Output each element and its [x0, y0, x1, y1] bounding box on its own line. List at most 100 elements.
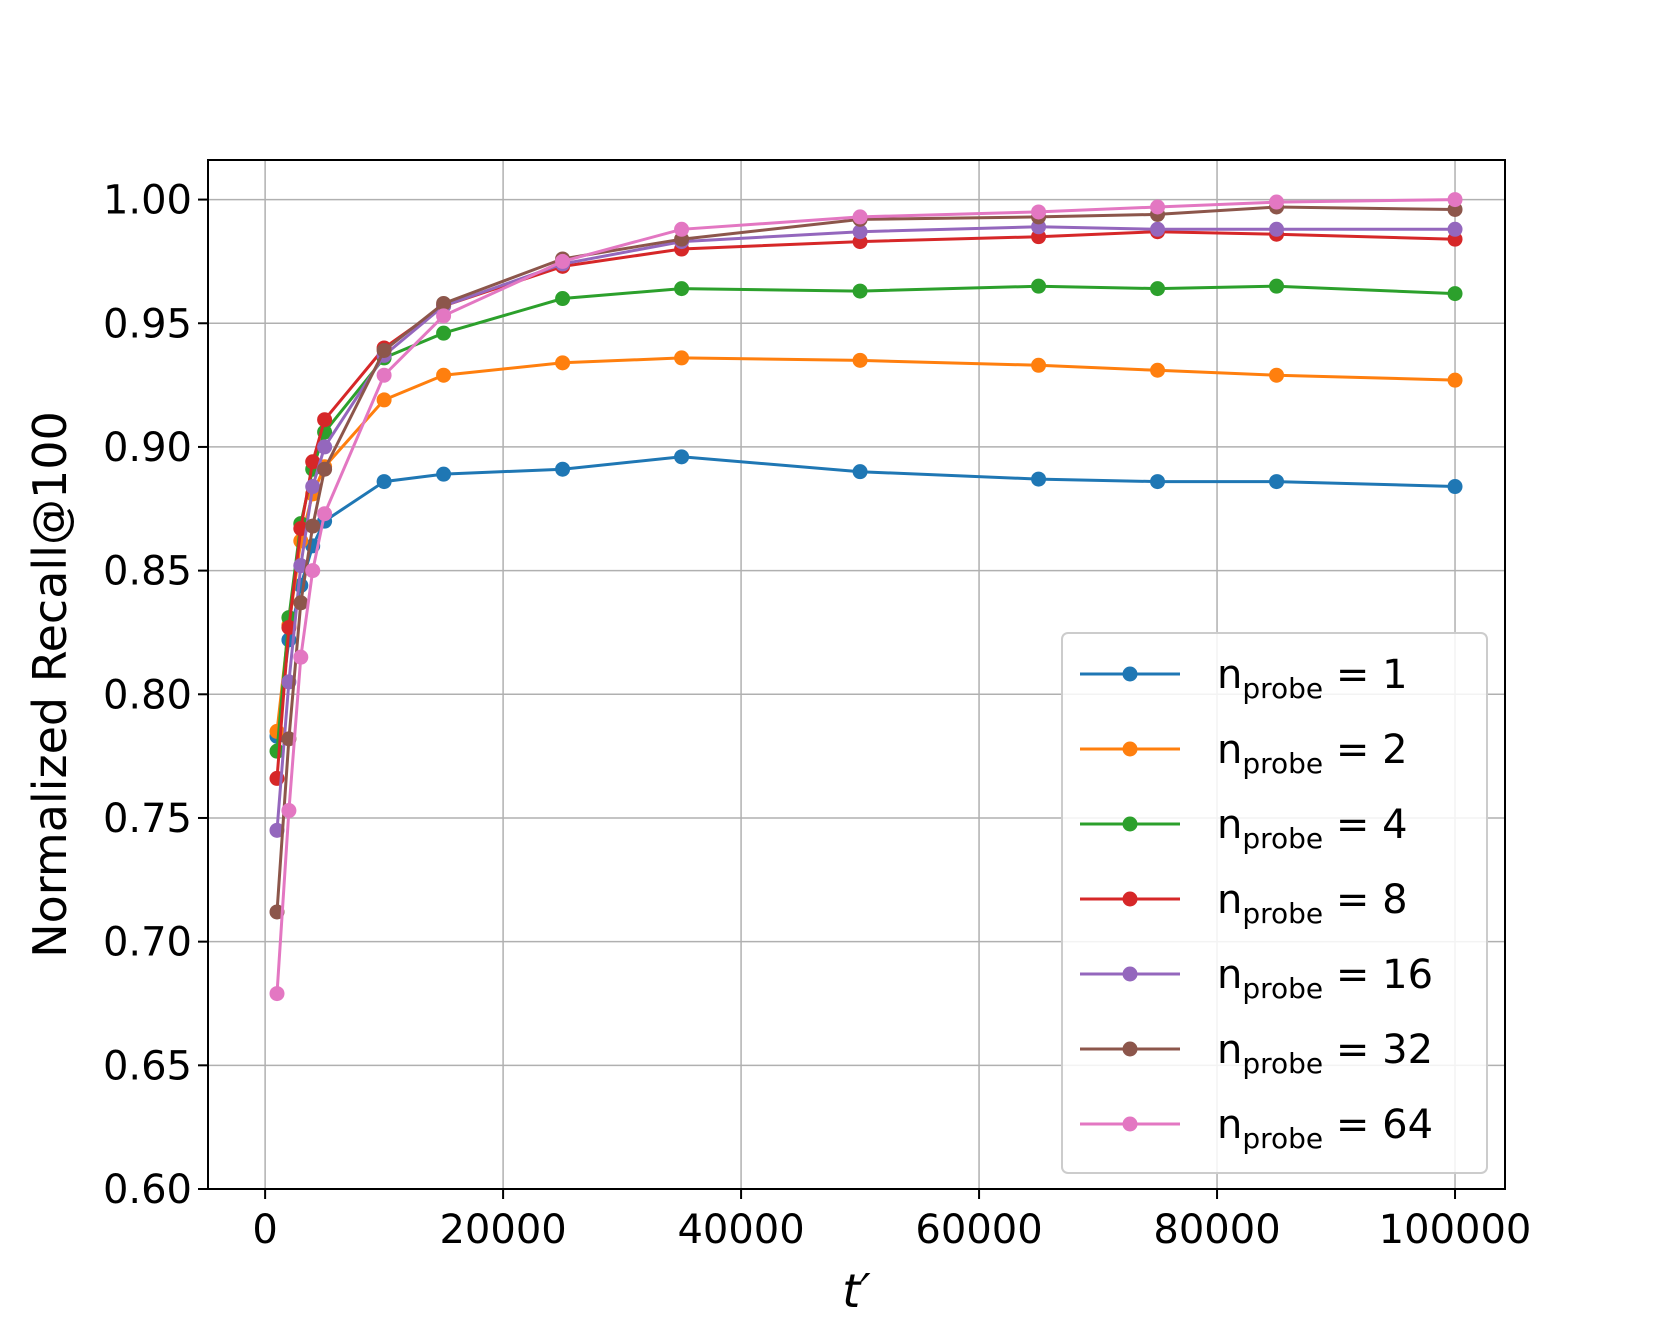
data-point: [555, 291, 571, 307]
legend-box: [1061, 632, 1488, 1174]
y-axis: 0.60 0.65 0.70 0.75 0.80 0.85 0.90 0.95 1.00: [103, 178, 208, 1213]
data-point: [1150, 221, 1166, 237]
data-point: [674, 221, 690, 237]
legend-marker: [1122, 966, 1138, 982]
plot-frame: [207, 159, 1506, 1190]
data-point: [1031, 357, 1047, 373]
legend-item: nprobe = 32: [1080, 1027, 1433, 1080]
series-line: [275, 198, 1456, 994]
x-tick-label: 20000: [439, 1207, 566, 1253]
legend-marker: [1122, 666, 1138, 682]
data-point: [293, 595, 309, 611]
y-axis-label: Normalized Recall@100: [23, 411, 77, 958]
data-point: [674, 350, 690, 366]
legend-marker: [1122, 1041, 1138, 1057]
series-lines: [269, 192, 1463, 1002]
x-axis: 0 20000 40000 60000 80000 100000: [252, 1189, 1531, 1253]
legend-label: nprobe = 2: [1217, 727, 1408, 780]
x-tick-label: 80000: [1153, 1207, 1280, 1253]
series-6: [269, 192, 1463, 1002]
legend-item: nprobe = 16: [1080, 952, 1433, 1005]
y-tick-label: 0.75: [103, 796, 192, 842]
data-point: [852, 464, 868, 480]
legend-marker: [1122, 891, 1138, 907]
data-point: [436, 466, 452, 482]
legend-marker: [1122, 1116, 1138, 1132]
data-point: [1269, 278, 1285, 294]
legend-item: nprobe = 2: [1080, 727, 1408, 780]
legend-label: nprobe = 8: [1217, 877, 1408, 930]
data-point: [852, 352, 868, 368]
legend-label: nprobe = 4: [1217, 802, 1408, 855]
y-tick-label: 1.00: [103, 178, 192, 224]
data-point: [436, 367, 452, 383]
data-point: [269, 822, 285, 838]
data-point: [436, 325, 452, 341]
legend-item: nprobe = 1: [1080, 652, 1408, 705]
data-point: [317, 461, 333, 477]
legend-marker: [1122, 816, 1138, 832]
x-tick-label: 0: [252, 1207, 277, 1253]
data-point: [1269, 367, 1285, 383]
data-point: [1031, 471, 1047, 487]
x-tick-label: 60000: [915, 1207, 1042, 1253]
y-tick-label: 0.65: [103, 1043, 192, 1089]
legend-label: nprobe = 32: [1217, 1027, 1433, 1080]
legend-label: nprobe = 16: [1217, 952, 1433, 1005]
data-point: [317, 439, 333, 455]
legend-label: nprobe = 1: [1217, 652, 1408, 705]
data-point: [555, 253, 571, 269]
data-point: [436, 308, 452, 324]
data-point: [269, 986, 285, 1002]
legend-item: nprobe = 4: [1080, 802, 1408, 855]
legend: nprobe = 1 nprobe = 2 nprobe = 4 nprobe = 8…: [1061, 632, 1488, 1174]
data-point: [555, 355, 571, 371]
y-tick-label: 0.85: [103, 549, 192, 595]
x-tick-label: 40000: [677, 1207, 804, 1253]
data-point: [1269, 474, 1285, 490]
x-tick-label: 100000: [1379, 1207, 1532, 1253]
data-point: [1447, 221, 1463, 237]
data-point: [555, 461, 571, 477]
data-point: [281, 731, 297, 747]
data-point: [1150, 474, 1166, 490]
data-point: [317, 506, 333, 522]
data-point: [1269, 221, 1285, 237]
data-point: [305, 563, 321, 579]
data-point: [1447, 479, 1463, 495]
data-point: [1031, 204, 1047, 220]
data-point: [436, 295, 452, 311]
legend-item: nprobe = 8: [1080, 877, 1408, 930]
data-point: [674, 281, 690, 297]
data-point: [281, 803, 297, 819]
data-point: [1447, 372, 1463, 388]
data-point: [1447, 192, 1463, 208]
data-point: [376, 367, 392, 383]
data-point: [1269, 194, 1285, 210]
data-point: [1150, 199, 1166, 215]
y-tick-label: 0.60: [103, 1167, 192, 1213]
data-point: [293, 649, 309, 665]
data-point: [376, 342, 392, 358]
data-point: [376, 392, 392, 408]
legend-marker: [1122, 741, 1138, 757]
data-point: [852, 224, 868, 240]
y-tick-label: 0.80: [103, 672, 192, 718]
data-point: [1031, 278, 1047, 294]
data-point: [317, 412, 333, 428]
data-point: [305, 454, 321, 470]
data-point: [852, 209, 868, 225]
y-tick-label: 0.70: [103, 920, 192, 966]
x-axis-label: t′: [842, 1264, 871, 1318]
data-point: [1150, 362, 1166, 378]
data-point: [376, 474, 392, 490]
series-line: [275, 225, 1455, 831]
data-point: [1447, 286, 1463, 302]
data-point: [1150, 281, 1166, 297]
series-line: [275, 205, 1456, 913]
y-tick-label: 0.95: [103, 301, 192, 347]
data-point: [305, 518, 321, 534]
data-point: [305, 479, 321, 495]
y-tick-label: 0.90: [103, 425, 192, 471]
